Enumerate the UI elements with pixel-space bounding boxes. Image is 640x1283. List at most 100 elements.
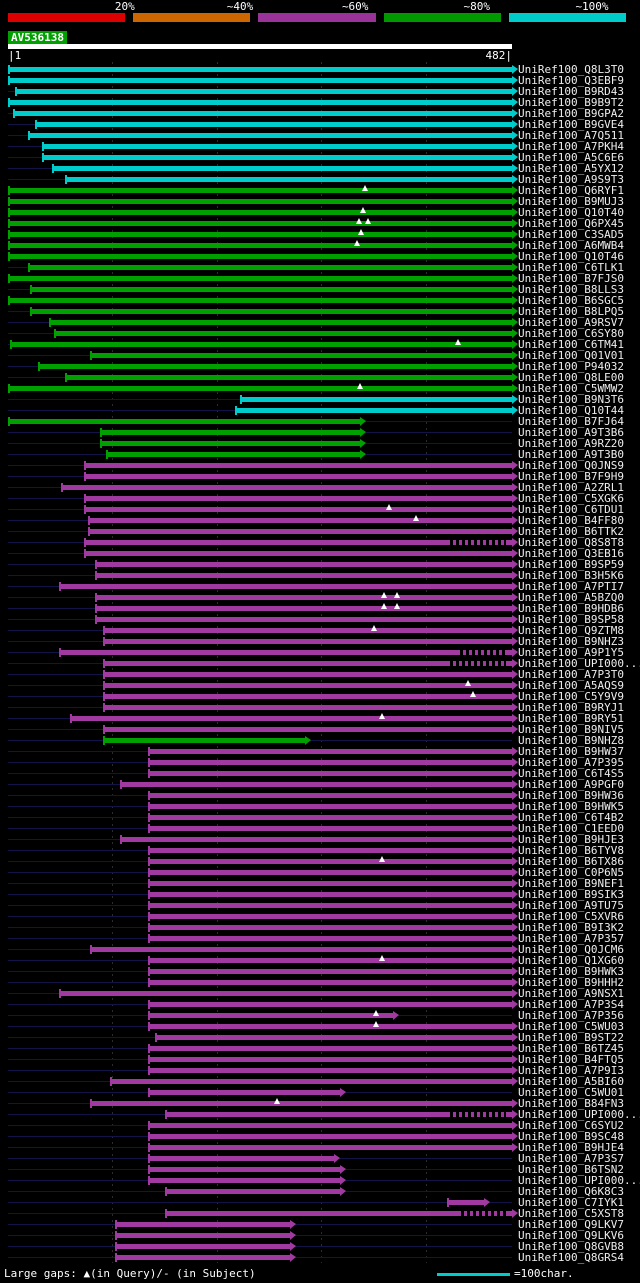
hit-bar[interactable] <box>103 725 518 734</box>
hit-bar[interactable] <box>13 109 518 118</box>
hit-bar[interactable] <box>120 780 518 789</box>
hit-bar[interactable] <box>84 549 518 558</box>
hit-bar[interactable] <box>54 329 518 338</box>
hit-bar[interactable] <box>148 1044 518 1053</box>
hit-bar[interactable] <box>148 1088 347 1097</box>
hit-bar[interactable] <box>38 362 518 371</box>
hit-bar[interactable] <box>148 758 518 767</box>
hit-bar[interactable] <box>84 472 518 481</box>
hit-bar[interactable] <box>235 406 518 415</box>
hit-bar[interactable] <box>94 592 518 602</box>
hit-bar[interactable] <box>8 98 518 107</box>
hit-bar[interactable] <box>64 373 518 382</box>
hit-bar[interactable] <box>59 648 518 657</box>
hit-bar[interactable] <box>103 625 518 635</box>
hit-bar[interactable] <box>8 229 518 239</box>
hit-bar[interactable] <box>27 263 518 272</box>
hit-bar[interactable] <box>109 1077 518 1086</box>
hit-bar[interactable] <box>59 582 518 591</box>
hit-bar[interactable] <box>148 879 518 888</box>
hit-bar[interactable] <box>69 713 518 723</box>
hit-bar[interactable] <box>103 659 518 668</box>
hit-bar[interactable] <box>103 736 311 745</box>
hit-bar[interactable] <box>114 1231 296 1240</box>
hit-bar[interactable] <box>41 142 518 151</box>
hit-bar[interactable] <box>239 395 518 404</box>
hit-bar[interactable] <box>30 307 518 316</box>
hit-bar[interactable] <box>8 218 518 228</box>
hit-bar[interactable] <box>148 1010 399 1020</box>
hit-bar[interactable] <box>8 296 518 305</box>
hit-bar[interactable] <box>148 813 518 822</box>
hit-bar[interactable] <box>114 1220 296 1229</box>
hit-bar[interactable] <box>148 912 518 921</box>
hit-bar[interactable] <box>148 1143 518 1152</box>
hit-bar[interactable] <box>52 164 518 173</box>
hit-bar[interactable] <box>165 1209 518 1218</box>
hit-bar[interactable] <box>27 131 518 140</box>
hit-bar[interactable] <box>61 483 518 492</box>
hit-bar[interactable] <box>148 791 518 800</box>
hit-bar[interactable] <box>89 1098 518 1108</box>
hit-bar[interactable] <box>8 252 518 261</box>
hit-bar[interactable] <box>94 560 518 569</box>
hit-bar[interactable] <box>8 417 367 426</box>
hit-bar[interactable] <box>148 824 518 833</box>
hit-bar[interactable] <box>103 680 518 690</box>
hit-bar[interactable] <box>8 240 518 250</box>
hit-bar[interactable] <box>148 1000 518 1009</box>
hit-bar[interactable] <box>148 747 518 756</box>
hit-bar[interactable] <box>148 1121 518 1130</box>
hit-bar[interactable] <box>89 351 518 360</box>
hit-bar[interactable] <box>148 1176 347 1185</box>
hit-bar[interactable] <box>15 87 518 96</box>
hit-bar[interactable] <box>8 185 518 195</box>
hit-bar[interactable] <box>148 890 518 899</box>
hit-bar[interactable] <box>84 494 518 503</box>
hit-bar[interactable] <box>148 1165 347 1174</box>
hit-bar[interactable] <box>30 285 518 294</box>
hit-bar[interactable] <box>94 571 518 580</box>
hit-bar[interactable] <box>148 1132 518 1141</box>
hit-bar[interactable] <box>120 835 518 844</box>
hit-bar[interactable] <box>84 504 518 514</box>
hit-bar[interactable] <box>8 197 518 206</box>
hit-bar[interactable] <box>94 603 518 613</box>
hit-bar[interactable] <box>148 868 518 877</box>
hit-bar[interactable] <box>114 1242 296 1251</box>
hit-bar[interactable] <box>148 1066 518 1075</box>
hit-bar[interactable] <box>148 901 518 910</box>
hit-bar[interactable] <box>103 703 518 712</box>
hit-bar[interactable] <box>165 1187 347 1196</box>
hit-bar[interactable] <box>154 1033 518 1042</box>
hit-bar[interactable] <box>10 339 518 349</box>
hit-bar[interactable] <box>148 802 518 811</box>
hit-bar[interactable] <box>89 945 518 954</box>
hit-bar[interactable] <box>35 120 518 129</box>
hit-bar[interactable] <box>148 967 518 976</box>
hit-bar[interactable] <box>148 978 518 987</box>
hit-bar[interactable] <box>8 274 518 283</box>
hit-bar[interactable] <box>447 1198 490 1207</box>
hit-bar[interactable] <box>148 1154 340 1163</box>
hit-bar[interactable] <box>94 615 518 624</box>
hit-bar[interactable] <box>8 207 518 217</box>
hit-bar[interactable] <box>64 175 518 184</box>
hit-bar[interactable] <box>100 439 367 448</box>
hit-bar[interactable] <box>148 1021 518 1031</box>
hit-bar[interactable] <box>8 383 518 393</box>
hit-bar[interactable] <box>148 1055 518 1064</box>
hit-bar[interactable] <box>148 856 518 866</box>
hit-bar[interactable] <box>114 1253 296 1262</box>
hit-bar[interactable] <box>103 691 518 701</box>
hit-bar[interactable] <box>148 923 518 932</box>
hit-bar[interactable] <box>84 461 518 470</box>
hit-bar[interactable] <box>100 428 367 437</box>
hit-bar[interactable] <box>59 989 518 998</box>
hit-bar[interactable] <box>8 65 518 74</box>
hit-bar[interactable] <box>148 955 518 965</box>
hit-bar[interactable] <box>84 538 518 547</box>
hit-bar[interactable] <box>165 1110 518 1119</box>
hit-bar[interactable] <box>103 670 518 679</box>
hit-bar[interactable] <box>41 153 518 162</box>
